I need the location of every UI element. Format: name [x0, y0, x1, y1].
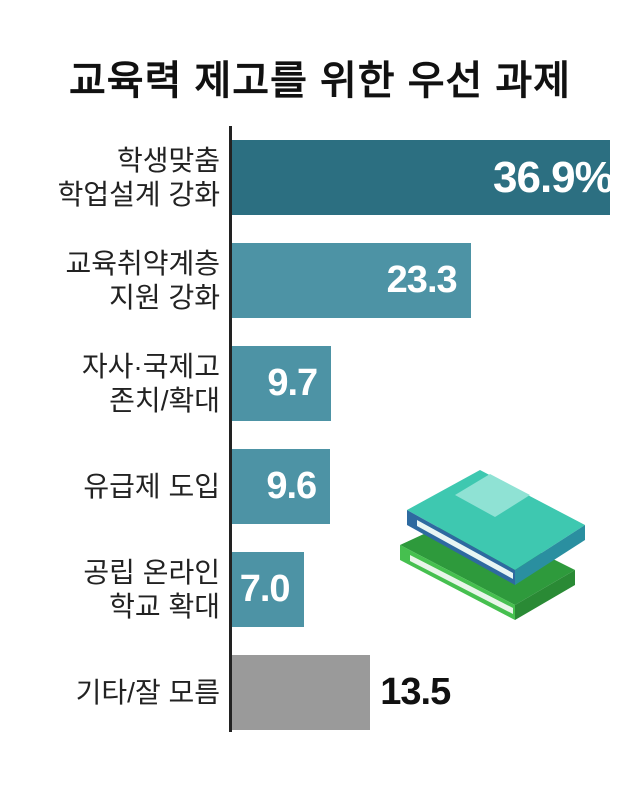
bar	[232, 243, 471, 318]
category-label: 학생맞춤 학업설계 강화	[57, 144, 220, 210]
bar	[232, 449, 331, 524]
category-label: 자사·국제고 존치/확대	[81, 350, 220, 416]
value-label: 7.0	[239, 568, 291, 610]
value-label: 9.6	[266, 465, 317, 507]
chart-title: 교육력 제고를 위한 우선 과제	[68, 59, 572, 103]
category-label: 공립 온라인 학교 확대	[83, 556, 220, 622]
value-label: 36.9%	[493, 152, 614, 202]
bar	[232, 655, 371, 730]
category-label: 기타/잘 모름	[75, 676, 220, 708]
axis-line	[229, 126, 232, 732]
books-icon	[400, 470, 585, 620]
bar	[232, 346, 332, 421]
value-label: 9.7	[267, 362, 318, 404]
bar	[232, 552, 304, 627]
value-label: 23.3	[386, 259, 458, 301]
bar	[232, 140, 610, 215]
category-label: 유급제 도입	[83, 470, 220, 502]
category-label: 교육취약계층 지원 강화	[65, 247, 220, 313]
value-label: 13.5	[380, 671, 451, 713]
